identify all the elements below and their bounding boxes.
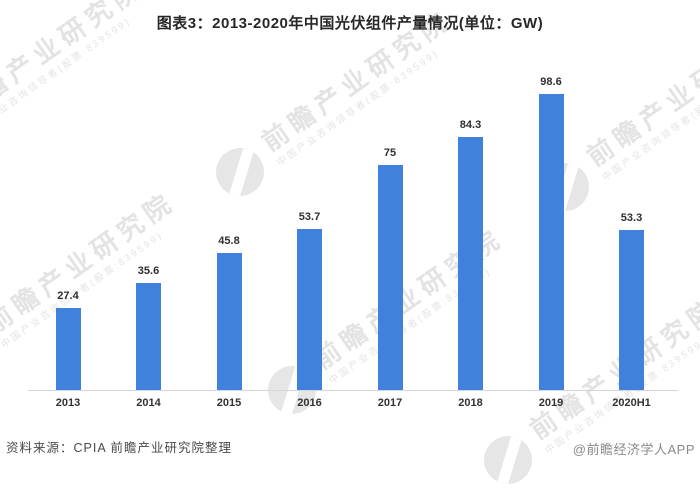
- bar-value-label: 84.3: [459, 119, 482, 131]
- chart-canvas: 前瞻产业研究院 中国产业咨询领导者(股票:839599) 前瞻产业研究院 中国产业咨询…: [0, 0, 700, 467]
- bar-2019: [538, 94, 564, 390]
- x-tick-label: 2016: [297, 397, 322, 409]
- bar-value-label: 75: [383, 147, 397, 159]
- x-tick-label: 2013: [55, 397, 81, 409]
- bar-2015: [216, 253, 242, 390]
- x-tick-label: 2015: [216, 397, 242, 409]
- x-tick-label: 2020H1: [612, 397, 651, 409]
- x-axis-line: [28, 390, 678, 391]
- x-tick-label: 2014: [136, 397, 161, 409]
- bar-value-label: 98.6: [540, 76, 562, 88]
- bar-value-label: 53.7: [298, 211, 321, 223]
- bar-2020H1: [619, 230, 644, 390]
- bar-2017: [377, 165, 403, 390]
- chart-title: 图表3：2013-2020年中国光伏组件产量情况(单位：GW): [156, 15, 544, 32]
- bar-2014: [136, 283, 161, 390]
- bar-value-label: 27.4: [57, 290, 79, 302]
- bar-2013: [55, 308, 81, 390]
- bar-value-label: 53.3: [620, 212, 643, 224]
- source-note: 资料来源：CPIA 前瞻产业研究院整理: [6, 441, 232, 455]
- x-tick-label: 2019: [538, 397, 564, 409]
- bar-value-label: 45.8: [218, 235, 240, 247]
- bar-value-label: 35.6: [137, 265, 160, 277]
- bar-2018: [458, 137, 483, 390]
- x-tick-label: 2017: [377, 397, 403, 409]
- x-tick-label: 2018: [458, 397, 483, 409]
- credit-note: @前瞻经济学人APP: [572, 442, 695, 457]
- bar-chart: 27.4 2013 35.6 2014 45.8 2015 53.7 2016 75 2017 84…: [28, 76, 678, 409]
- bar-2016: [297, 229, 322, 390]
